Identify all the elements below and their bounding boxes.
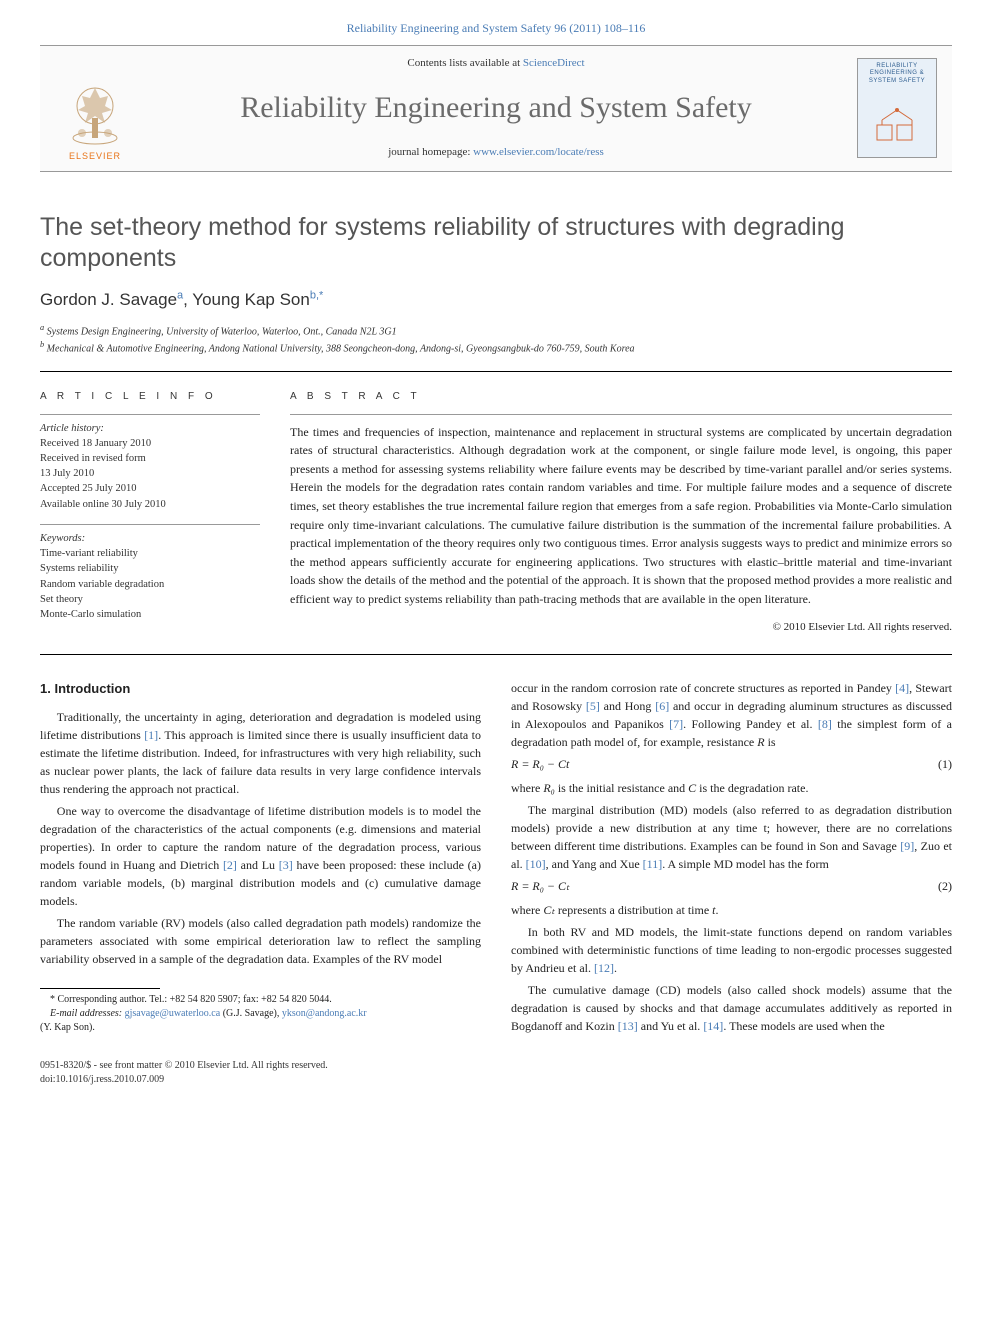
body-paragraph: occur in the random corrosion rate of co… [511,679,952,751]
body-paragraph: Traditionally, the uncertainty in aging,… [40,708,481,798]
abstract-copyright: © 2010 Elsevier Ltd. All rights reserved… [290,620,952,635]
body-columns: 1. Introduction Traditionally, the uncer… [40,679,952,1039]
issn-line: 0951-8320/$ - see front matter © 2010 El… [40,1059,952,1073]
body-paragraph: where R₀ is the initial resistance and C… [511,779,952,797]
masthead-center: Contents lists available at ScienceDirec… [150,46,842,171]
citation-link[interactable]: [3] [279,858,293,872]
contents-line: Contents lists available at ScienceDirec… [150,56,842,71]
body-paragraph: The cumulative damage (CD) models (also … [511,981,952,1035]
affiliations: a Systems Design Engineering, University… [40,322,952,357]
citation-link[interactable]: [6] [655,699,669,713]
abstract: A B S T R A C T The times and frequencie… [290,390,952,636]
equation-1: R = R₀ − Ct (1) [511,755,952,773]
info-abstract-row: A R T I C L E I N F O Article history: R… [40,372,952,636]
footer-meta: 0951-8320/$ - see front matter © 2010 El… [40,1059,952,1087]
sciencedirect-link[interactable]: ScienceDirect [523,57,585,69]
author-2-aff-link[interactable]: b,* [310,289,323,301]
authors-line: Gordon J. Savagea, Young Kap Sonb,* [40,288,952,312]
journal-cover: RELIABILITY ENGINEERING & SYSTEM SAFETY [857,58,937,158]
cover-graphic-icon [872,105,922,145]
body-paragraph: One way to overcome the disadvantage of … [40,802,481,910]
cover-title: RELIABILITY ENGINEERING & SYSTEM SAFETY [862,63,932,85]
keyword: Time-variant reliability [40,546,260,561]
affiliation-2: Mechanical & Automotive Engineering, And… [47,344,635,355]
keywords-block: Keywords: Time-variant reliability Syste… [40,524,260,622]
body-paragraph: The marginal distribution (MD) models (a… [511,801,952,873]
doi-line: doi:10.1016/j.ress.2010.07.009 [40,1073,952,1087]
body-paragraph: The random variable (RV) models (also ca… [40,914,481,968]
citation-link[interactable]: [13] [618,1019,638,1033]
keywords-label: Keywords: [40,531,260,546]
history-line: 13 July 2010 [40,466,260,481]
affiliation-1: Systems Design Engineering, University o… [47,326,397,337]
corresponding-author: * Corresponding author. Tel.: +82 54 820… [40,993,481,1007]
article-history-block: Article history: Received 18 January 201… [40,414,260,512]
journal-citation-link[interactable]: Reliability Engineering and System Safet… [347,21,646,35]
equation-2-expr: R = R₀ − Cₜ [511,877,570,895]
equation-2-num: (2) [938,877,952,895]
citation-link[interactable]: [7] [669,717,683,731]
email-name-2: (Y. Kap Son). [40,1021,481,1035]
citation-link[interactable]: [10] [526,857,546,871]
abstract-text: The times and frequencies of inspection,… [290,414,952,609]
email-addresses: E-mail addresses: gjsavage@uwaterloo.ca … [40,1007,481,1021]
masthead: ELSEVIER Contents lists available at Sci… [40,45,952,172]
history-line: Available online 30 July 2010 [40,497,260,512]
homepage-line: journal homepage: www.elsevier.com/locat… [150,145,842,160]
citation-link[interactable]: [14] [703,1019,723,1033]
history-line: Accepted 25 July 2010 [40,481,260,496]
elsevier-tree-icon [60,78,130,148]
journal-citation-header: Reliability Engineering and System Safet… [0,0,992,45]
divider [40,654,952,655]
email-link-1[interactable]: gjsavage@uwaterloo.ca [125,1008,221,1019]
history-line: Received in revised form [40,451,260,466]
author-1-aff-link[interactable]: a [177,289,183,301]
journal-cover-block: RELIABILITY ENGINEERING & SYSTEM SAFETY [842,46,952,171]
keyword: Systems reliability [40,561,260,576]
citation-link[interactable]: [5] [586,699,600,713]
citation-link[interactable]: [2] [223,858,237,872]
equation-1-num: (1) [938,755,952,773]
equation-2: R = R₀ − Cₜ (2) [511,877,952,895]
article-info-label: A R T I C L E I N F O [40,390,260,404]
history-line: Received 18 January 2010 [40,436,260,451]
section-heading: 1. Introduction [40,679,481,699]
equation-1-expr: R = R₀ − Ct [511,755,569,773]
body-paragraph: where Cₜ represents a distribution at ti… [511,901,952,919]
author-2: Young Kap Son [192,290,310,309]
keyword: Monte-Carlo simulation [40,607,260,622]
elsevier-label: ELSEVIER [69,150,121,163]
keyword: Random variable degradation [40,577,260,592]
citation-link[interactable]: [12] [594,961,614,975]
paper-header: The set-theory method for systems reliab… [40,212,952,357]
journal-homepage-link[interactable]: www.elsevier.com/locate/ress [473,146,604,158]
author-1: Gordon J. Savage [40,290,177,309]
email-link-2[interactable]: ykson@andong.ac.kr [282,1008,367,1019]
keyword: Set theory [40,592,260,607]
publisher-logo-block: ELSEVIER [40,46,150,171]
journal-title: Reliability Engineering and System Safet… [150,87,842,129]
citation-link[interactable]: [4] [895,681,909,695]
body-paragraph: In both RV and MD models, the limit-stat… [511,923,952,977]
citation-link[interactable]: [1] [144,728,158,742]
paper-title: The set-theory method for systems reliab… [40,212,952,275]
citation-link[interactable]: [9] [900,839,914,853]
footnote-rule [40,988,160,989]
citation-link[interactable]: [8] [818,717,832,731]
article-info: A R T I C L E I N F O Article history: R… [40,390,260,636]
abstract-label: A B S T R A C T [290,390,952,404]
footnotes: * Corresponding author. Tel.: +82 54 820… [40,993,481,1035]
history-label: Article history: [40,421,260,436]
elsevier-logo: ELSEVIER [50,63,140,163]
citation-link[interactable]: [11] [643,857,663,871]
